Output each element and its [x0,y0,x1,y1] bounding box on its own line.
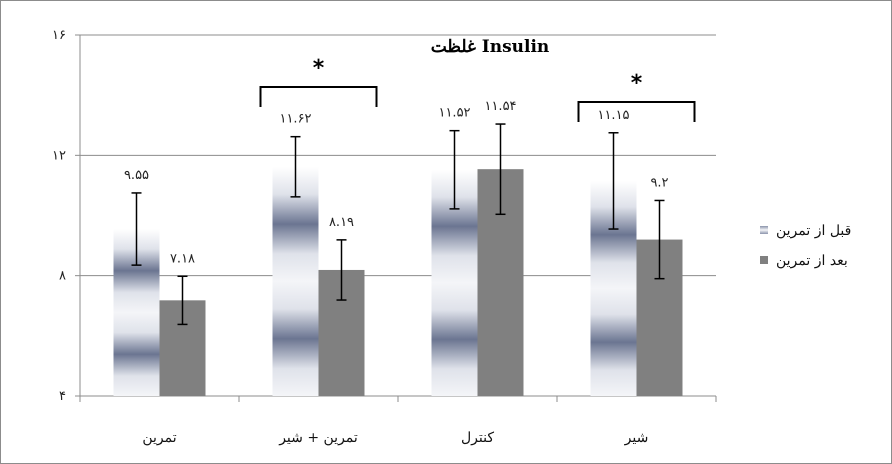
data-label: ۸.۱۹ [329,215,354,230]
category-label: تمرین + شیر [278,430,358,446]
labels-layer: ۴ ۸ ۱۲ ۱۶ تمرین ۹.۵۵ ۷.۱۸ تمرین + شیر ۱۱.۶۲ ۸.۱۹ ک… [52,28,668,446]
data-label: ۱۱.۵۲ [438,106,470,121]
chart-title: غلظت Insulin [431,37,550,57]
legend-label-before: قبل از تمرین [776,223,851,239]
bars-layer [113,86,696,396]
category-label: تمرین [142,430,176,446]
data-label: ۱۱.۶۲ [279,112,311,127]
data-label: ۷.۱۸ [170,251,195,266]
significance-bracket [259,86,378,107]
significance-marker: * [631,71,643,96]
significance-marker: * [313,56,325,81]
category-label: شیر [624,430,649,446]
legend-swatch-before [760,226,768,234]
significance-bracket [577,101,696,122]
legend-label-after: بعد از تمرین [776,253,848,269]
ytick-label: ۱۲ [52,148,66,163]
legend-swatch-after [760,256,768,264]
ytick-label: ۴ [59,389,66,404]
category-label: کنترل [461,430,494,446]
ytick-label: ۸ [59,269,66,284]
data-label: ۱۱.۵۴ [484,99,516,114]
legend: قبل از تمرین بعد از تمرین [760,223,851,269]
data-label: ۹.۵۵ [124,168,149,183]
data-label: ۱۱.۱۵ [597,108,629,123]
data-label: ۹.۲ [650,175,668,190]
ytick-label: ۱۶ [52,28,66,43]
bar-before [272,166,319,396]
